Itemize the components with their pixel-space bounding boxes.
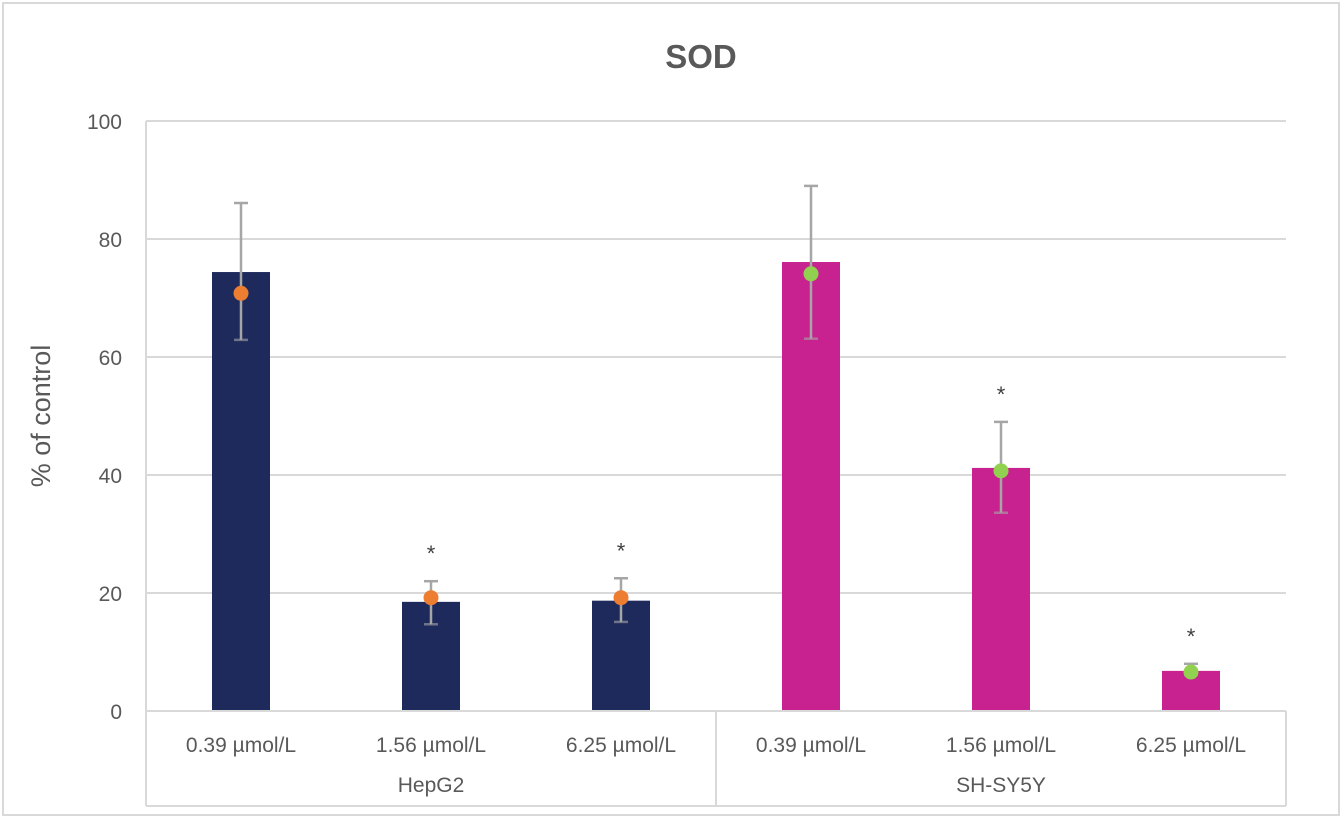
data-marker bbox=[993, 463, 1009, 479]
significance-marker: * bbox=[1187, 624, 1196, 649]
data-marker bbox=[803, 266, 819, 282]
y-tick-label: 60 bbox=[99, 347, 122, 370]
data-marker bbox=[613, 590, 629, 606]
group-label: SH-SY5Y bbox=[956, 774, 1046, 797]
data-marker bbox=[423, 590, 439, 606]
y-axis-label: % of control bbox=[26, 345, 56, 488]
y-tick-label: 40 bbox=[99, 465, 122, 488]
y-tick-label: 0 bbox=[110, 701, 122, 724]
significance-marker: * bbox=[617, 538, 626, 563]
x-tick-label: 1.56 µmol/L bbox=[376, 734, 486, 757]
data-marker bbox=[233, 285, 249, 301]
x-tick-label: 0.39 µmol/L bbox=[756, 734, 866, 757]
bars: * * * * bbox=[212, 184, 1220, 711]
y-tick-label: 20 bbox=[99, 583, 122, 606]
significance-marker: * bbox=[427, 541, 436, 566]
significance-marker: * bbox=[997, 382, 1006, 407]
bar bbox=[212, 272, 270, 711]
x-tick-label: 6.25 µmol/L bbox=[566, 734, 676, 757]
gridlines bbox=[145, 120, 1286, 711]
category-axis: 0.39 µmol/L 1.56 µmol/L 6.25 µmol/L 0.39 µm… bbox=[145, 710, 1287, 807]
y-tick-label: 100 bbox=[87, 111, 122, 134]
group-label: HepG2 bbox=[398, 774, 465, 797]
x-tick-label: 6.25 µmol/L bbox=[1136, 734, 1246, 757]
x-tick-label: 0.39 µmol/L bbox=[186, 734, 296, 757]
y-tick-label: 80 bbox=[99, 229, 122, 252]
chart-title: SOD bbox=[665, 38, 737, 75]
x-tick-label: 1.56 µmol/L bbox=[946, 734, 1056, 757]
data-marker bbox=[1183, 664, 1199, 680]
y-tick-labels: 0 20 40 60 80 100 bbox=[87, 111, 122, 724]
